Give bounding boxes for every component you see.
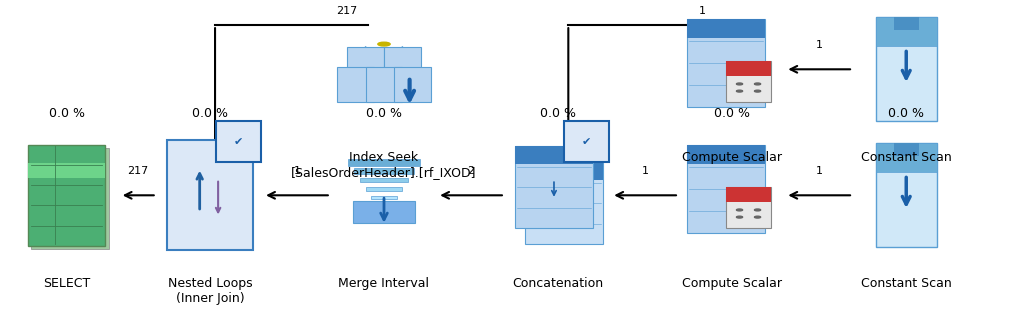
FancyBboxPatch shape <box>394 67 431 102</box>
FancyBboxPatch shape <box>353 201 415 223</box>
FancyBboxPatch shape <box>216 121 261 162</box>
FancyBboxPatch shape <box>337 67 374 102</box>
FancyBboxPatch shape <box>31 148 109 249</box>
Text: 2: 2 <box>468 166 474 176</box>
FancyBboxPatch shape <box>28 145 105 246</box>
Text: Compute Scalar: Compute Scalar <box>682 277 782 290</box>
FancyBboxPatch shape <box>687 145 765 233</box>
FancyBboxPatch shape <box>687 19 765 107</box>
Text: 217: 217 <box>128 166 148 176</box>
FancyBboxPatch shape <box>354 168 414 174</box>
Circle shape <box>755 209 761 211</box>
Text: 0.0 %: 0.0 % <box>888 107 925 120</box>
FancyBboxPatch shape <box>876 17 937 121</box>
FancyBboxPatch shape <box>525 162 603 244</box>
FancyBboxPatch shape <box>367 187 401 191</box>
Text: 1: 1 <box>816 166 822 176</box>
FancyBboxPatch shape <box>371 196 397 199</box>
FancyBboxPatch shape <box>726 187 771 202</box>
Text: Merge Interval: Merge Interval <box>339 277 429 290</box>
Text: 1: 1 <box>294 166 300 176</box>
Text: Index Seek
[SalesOrderHeader].[rf_IXOD]: Index Seek [SalesOrderHeader].[rf_IXOD] <box>291 151 477 179</box>
Text: 0.0 %: 0.0 % <box>366 107 402 120</box>
Circle shape <box>736 216 742 218</box>
Circle shape <box>755 90 761 92</box>
Circle shape <box>736 90 742 92</box>
FancyBboxPatch shape <box>384 47 421 82</box>
FancyBboxPatch shape <box>515 146 593 228</box>
FancyBboxPatch shape <box>726 61 771 76</box>
Text: Nested Loops
(Inner Join): Nested Loops (Inner Join) <box>168 277 252 305</box>
Text: Concatenation: Concatenation <box>513 277 603 290</box>
FancyBboxPatch shape <box>876 143 937 247</box>
Circle shape <box>755 83 761 85</box>
Text: 1: 1 <box>699 6 706 16</box>
FancyBboxPatch shape <box>894 143 919 156</box>
FancyBboxPatch shape <box>894 17 919 30</box>
Text: ✔: ✔ <box>582 137 592 147</box>
FancyBboxPatch shape <box>525 162 603 180</box>
FancyBboxPatch shape <box>360 178 408 182</box>
FancyBboxPatch shape <box>876 143 937 172</box>
Text: 0.0 %: 0.0 % <box>540 107 577 120</box>
FancyBboxPatch shape <box>564 121 609 162</box>
Text: 1: 1 <box>816 40 822 50</box>
Circle shape <box>736 209 742 211</box>
FancyBboxPatch shape <box>347 47 384 82</box>
Text: SELECT: SELECT <box>43 277 90 290</box>
FancyBboxPatch shape <box>876 17 937 46</box>
FancyBboxPatch shape <box>366 67 402 102</box>
Text: 1: 1 <box>642 166 648 176</box>
FancyBboxPatch shape <box>726 61 771 102</box>
Circle shape <box>378 42 390 46</box>
FancyBboxPatch shape <box>726 187 771 228</box>
Text: Constant Scan: Constant Scan <box>861 277 951 290</box>
Text: ✔: ✔ <box>233 137 244 147</box>
Circle shape <box>736 83 742 85</box>
Text: 0.0 %: 0.0 % <box>48 107 85 120</box>
FancyBboxPatch shape <box>687 145 765 164</box>
FancyBboxPatch shape <box>515 146 593 164</box>
FancyBboxPatch shape <box>348 159 420 166</box>
Text: 0.0 %: 0.0 % <box>191 107 228 120</box>
Text: 0.0 %: 0.0 % <box>714 107 751 120</box>
Circle shape <box>755 216 761 218</box>
FancyBboxPatch shape <box>167 140 253 250</box>
Text: 217: 217 <box>337 6 357 16</box>
FancyBboxPatch shape <box>687 19 765 38</box>
Text: Compute Scalar: Compute Scalar <box>682 151 782 164</box>
FancyBboxPatch shape <box>28 163 105 178</box>
Text: Constant Scan: Constant Scan <box>861 151 951 164</box>
